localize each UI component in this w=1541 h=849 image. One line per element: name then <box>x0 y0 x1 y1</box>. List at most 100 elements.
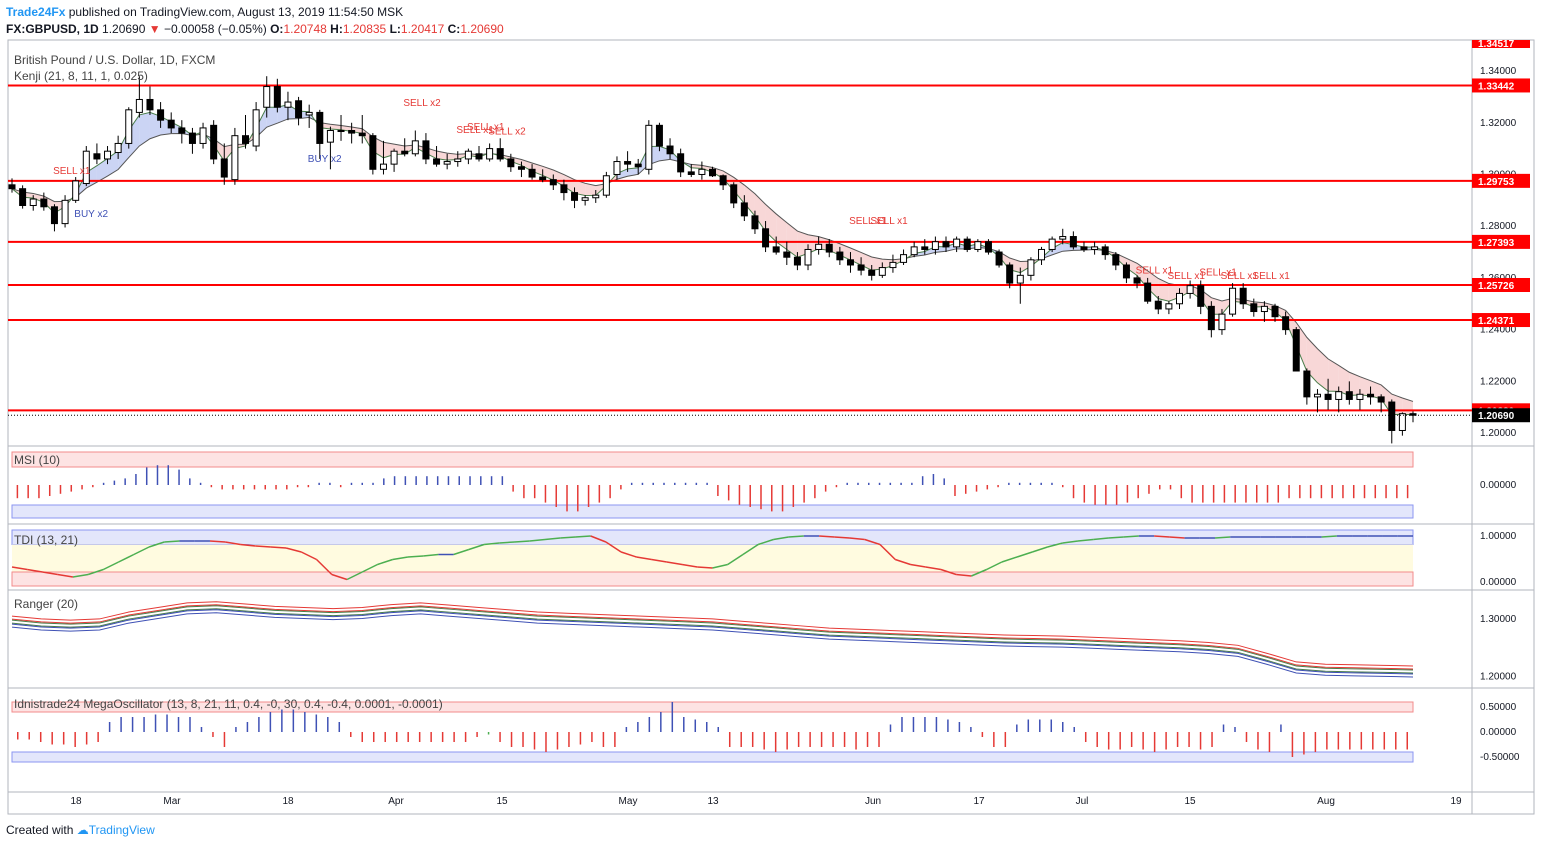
kenji-cloud-segment <box>1359 376 1371 396</box>
candle-body <box>1154 300 1162 310</box>
candle-body <box>210 124 218 160</box>
tdi-line-segment <box>590 535 607 543</box>
candle-body <box>486 148 494 160</box>
tdi-line-segment <box>87 568 104 576</box>
tdi-line-segment <box>742 543 759 556</box>
tdi-line-segment <box>240 543 256 547</box>
level-price-label: 1.25726 <box>1478 281 1515 292</box>
kenji-cloud-segment <box>563 174 575 194</box>
publisher-name[interactable]: Trade24Fx <box>6 5 66 19</box>
msi-title: MSI (10) <box>14 453 60 467</box>
candle-body <box>1303 370 1311 398</box>
candle-body <box>1038 248 1046 261</box>
high-value: 1.20835 <box>342 22 387 36</box>
candle-body <box>475 153 483 160</box>
tdi-line-segment <box>773 536 789 541</box>
tdi-line-segment <box>757 538 774 546</box>
candle-body <box>50 206 58 225</box>
msi-upper-band <box>11 451 1414 468</box>
kenji-cloud-segment <box>733 177 745 204</box>
tdi-line-segment <box>316 558 333 576</box>
mega-tick-label: -0.50000 <box>1480 752 1520 763</box>
tdi-line-segment <box>453 548 470 556</box>
top-level-price-tag <box>1472 40 1530 48</box>
candle-body <box>963 238 971 250</box>
candle-body <box>1377 396 1385 403</box>
trade-signal-label: SELL x2 <box>403 98 441 109</box>
candle-body <box>1250 303 1258 313</box>
tdi-line-segment <box>392 556 409 561</box>
tdi-line-segment <box>727 553 744 566</box>
candle-body <box>846 259 854 266</box>
candle-body <box>1324 393 1332 400</box>
tdi-line-segment <box>118 553 135 563</box>
time-tick-label: 17 <box>973 796 985 807</box>
candle-body <box>411 140 419 155</box>
candle-body <box>284 101 292 108</box>
ranger-tick-label: 1.20000 <box>1480 671 1517 682</box>
time-tick-label: 15 <box>496 796 508 807</box>
tdi-line-segment <box>27 568 43 573</box>
tdi-line-segment <box>849 537 865 541</box>
candle-body <box>762 228 770 248</box>
candle-body <box>114 142 122 153</box>
candle-body <box>252 109 260 147</box>
kenji-cloud-segment <box>139 112 150 146</box>
candle-body <box>910 246 918 256</box>
last-price: 1.20690 <box>102 22 146 36</box>
msi-tick-label: 0.00000 <box>1480 480 1517 491</box>
candle-body <box>220 158 228 178</box>
candle-body <box>953 238 961 248</box>
candle-body <box>72 180 80 201</box>
trade-signal-label: SELL x1 <box>1136 265 1174 276</box>
candle-body <box>496 148 504 160</box>
kenji-cloud-segment <box>128 114 140 158</box>
tdi-line-segment <box>1169 536 1185 539</box>
trade-signal-label: SELL x1 <box>1168 271 1206 282</box>
created-with-text: Created with <box>6 823 74 837</box>
tdi-line-segment <box>1154 535 1170 538</box>
tdi-line-segment <box>103 561 119 571</box>
candle-body <box>8 184 16 190</box>
kenji-cloud-segment <box>266 107 278 128</box>
candle-body <box>390 150 398 165</box>
candle-body <box>1091 246 1099 250</box>
trade-signal-label: SELL x1 <box>1221 271 1259 282</box>
candle-body <box>1313 393 1321 398</box>
candle-body <box>454 158 462 163</box>
chart-frame <box>7 39 1535 815</box>
candle-body <box>793 256 801 266</box>
candle-body <box>231 135 239 181</box>
candle-body <box>422 140 430 160</box>
candle-body <box>263 86 271 108</box>
candle-body <box>751 215 759 230</box>
candle-body <box>539 176 547 181</box>
change-down-icon: ▼ <box>148 22 161 36</box>
candle-body <box>804 248 812 266</box>
candle-body <box>624 161 632 165</box>
trade-signal-label: SELL x1 <box>1252 271 1290 282</box>
kenji-cloud-segment <box>277 104 288 124</box>
candle-body <box>1335 391 1343 400</box>
tdi-line-segment <box>544 537 561 541</box>
symbol-line: FX:GBPUSD, 1D 1.20690 ▼ −0.00058 (−0.05%… <box>6 22 504 36</box>
candle-body <box>199 127 207 144</box>
published-text: published on TradingView.com, August 13,… <box>68 5 404 19</box>
candle-body <box>40 198 48 208</box>
tdi-line-segment <box>361 563 378 573</box>
kenji-cloud-segment <box>574 179 586 196</box>
candle-body <box>942 241 950 248</box>
tdi-line-segment <box>971 568 987 577</box>
close-label: C: <box>447 22 461 36</box>
ranger-title: Ranger (20) <box>14 597 78 611</box>
candle-body <box>772 246 780 253</box>
ranger-line <box>11 609 1414 675</box>
kenji-cloud-segment <box>1126 258 1138 276</box>
created-with-footer: Created with ☁TradingView <box>6 823 155 837</box>
tdi-line-segment <box>1093 537 1109 541</box>
tradingview-brand[interactable]: TradingView <box>88 823 155 837</box>
trade-signal-label: BUY x2 <box>74 209 108 220</box>
candle-body <box>815 243 823 250</box>
tdi-line-segment <box>895 558 911 566</box>
